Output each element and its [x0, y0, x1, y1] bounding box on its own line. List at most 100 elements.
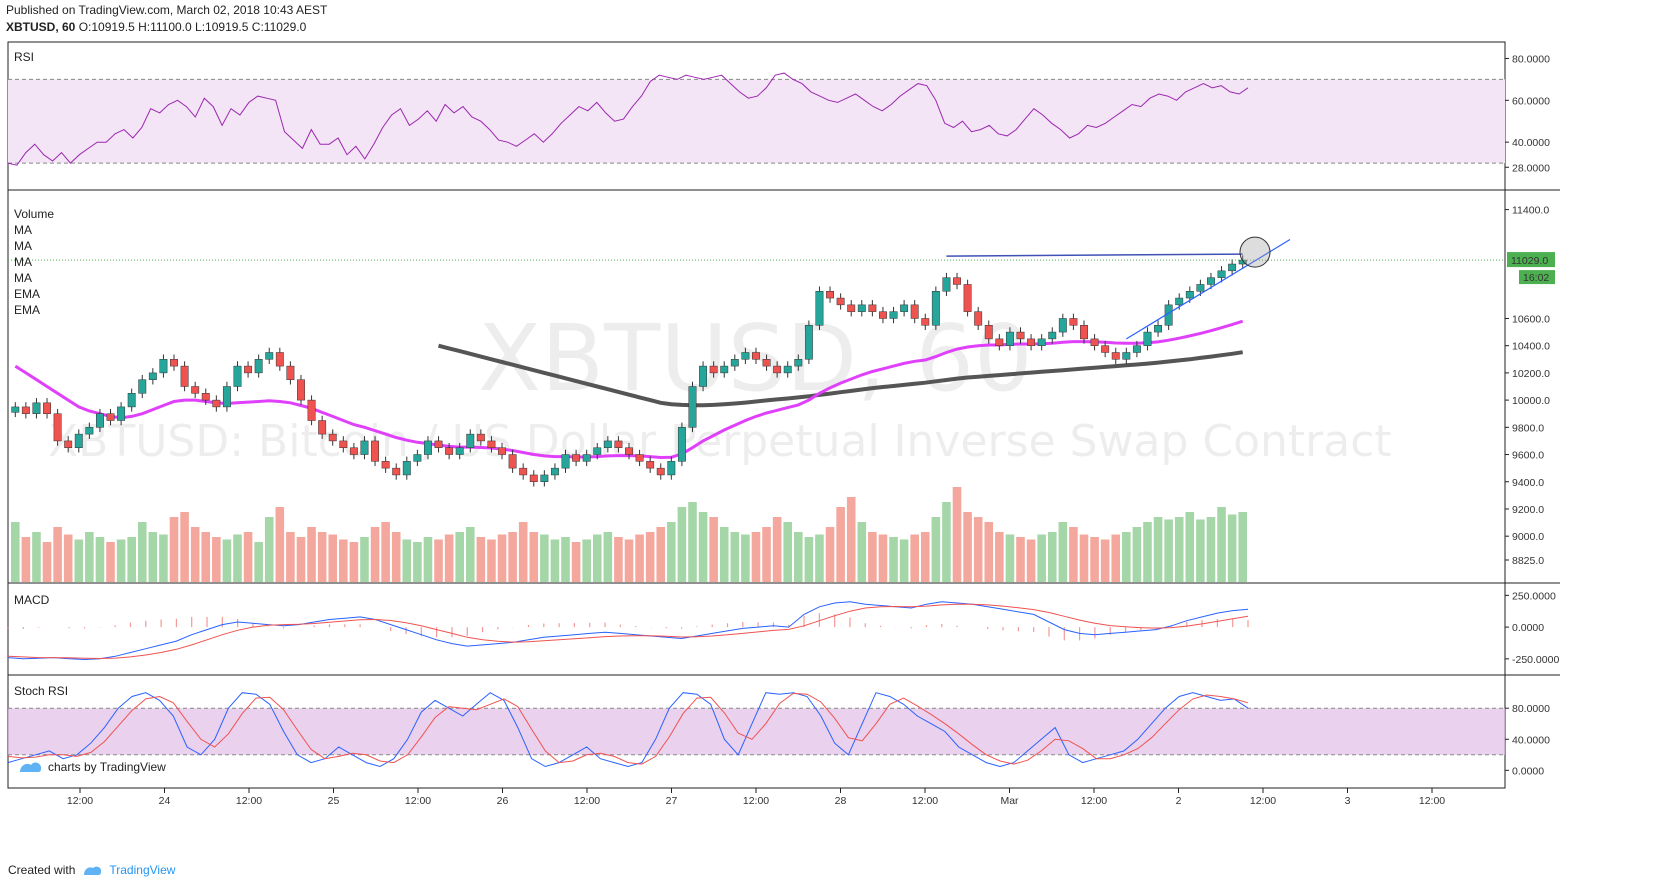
volume-bar [21, 537, 31, 582]
candle [1132, 345, 1141, 353]
stoch-d-line [7, 692, 1249, 765]
candle [878, 311, 887, 319]
volume-bar [190, 527, 200, 582]
x-tick-label: 12:00 [574, 795, 600, 807]
candle [328, 433, 337, 442]
volume-bar [32, 532, 41, 582]
candle [275, 352, 284, 367]
indicator-legend-item: MA [14, 271, 32, 285]
candle [1207, 277, 1215, 285]
candle [74, 433, 83, 448]
candle [1143, 331, 1152, 346]
candle [963, 284, 972, 312]
candle [646, 461, 655, 469]
volume-bar [889, 537, 898, 582]
stoch-title: Stoch RSI [14, 684, 68, 698]
candle [32, 402, 41, 414]
x-tick-label: 24 [159, 795, 171, 807]
candle [254, 359, 263, 374]
volume-bar [709, 517, 718, 582]
volume-bar [624, 539, 634, 582]
volume-bar [1016, 537, 1025, 582]
volume-bar [1047, 532, 1057, 582]
volume-bar [487, 539, 496, 582]
candle [85, 427, 94, 435]
x-tick-label: 12:00 [1081, 795, 1107, 807]
volume-bar [212, 537, 221, 582]
macd-line [7, 601, 1249, 661]
stoch-band [8, 708, 1505, 755]
last-price-tag [1507, 252, 1555, 268]
y-tick-label: 9600.0 [1512, 450, 1544, 462]
volume-bar [751, 532, 761, 582]
volume-bar [275, 507, 285, 582]
candle [1005, 331, 1014, 346]
candle [476, 433, 485, 442]
volume-bar [984, 522, 994, 582]
volume-bar [995, 532, 1004, 582]
volume-bar [741, 534, 750, 582]
x-tick-label: 12:00 [912, 795, 938, 807]
candle [1196, 284, 1205, 292]
candle [466, 433, 475, 448]
y-tick-label: 80.0000 [1512, 703, 1550, 715]
volume-bar [328, 534, 338, 582]
volume-bar [952, 487, 962, 582]
candle [910, 304, 919, 319]
volume-bar [1206, 517, 1216, 582]
candle [106, 413, 115, 421]
candle [381, 461, 390, 469]
high-value: H:11100.0 [138, 20, 192, 34]
candle [360, 440, 369, 455]
y-tick-label: 0.0000 [1512, 622, 1544, 634]
candle [540, 474, 549, 483]
volume-bar [95, 537, 105, 582]
candle [572, 454, 581, 462]
volume-bar [63, 534, 73, 582]
volume-bar [762, 527, 771, 582]
candle [11, 406, 20, 413]
volume-bar [698, 512, 708, 582]
candle [603, 440, 612, 448]
candle [889, 311, 898, 319]
volume-bar [592, 534, 602, 582]
volume-bar [222, 539, 232, 582]
x-tick-label: 12:00 [743, 795, 769, 807]
stoch-k-line [7, 692, 1249, 768]
volume-bar [719, 527, 729, 582]
volume-bar [391, 532, 401, 582]
candle [307, 399, 316, 421]
volume-bar [381, 522, 390, 582]
volume-bar [42, 542, 52, 582]
volume-bar [339, 539, 348, 582]
volume-bar [106, 542, 115, 582]
candle [402, 461, 411, 476]
resistance-trendline [946, 253, 1243, 257]
volume-bar [1090, 537, 1099, 582]
volume-bar [1132, 527, 1142, 582]
candle [159, 359, 168, 374]
rsi-title: RSI [14, 50, 34, 64]
slow-ma-line [438, 343, 1243, 408]
volume-bar [1058, 522, 1068, 582]
signal-line [7, 603, 1249, 660]
volume-bar [571, 542, 581, 582]
volume-bar [963, 512, 972, 582]
volume-bar [857, 522, 867, 582]
candle [318, 420, 327, 435]
y-tick-label: 40.0000 [1512, 137, 1550, 149]
volume-bar [1100, 539, 1110, 582]
volume-bar [1143, 522, 1152, 582]
volume-bar [159, 534, 168, 582]
tradingview-brand[interactable]: TradingView [109, 863, 176, 877]
y-tick-label: 10400.0 [1512, 341, 1550, 353]
highlight-circle [1239, 236, 1271, 268]
volume-bar [688, 502, 697, 582]
x-tick-label: 25 [328, 795, 340, 807]
x-tick-label: 27 [666, 795, 678, 807]
volume-bar [296, 537, 306, 582]
volume-bar [127, 537, 136, 582]
volume-bar [254, 542, 263, 582]
volume-bar [1164, 519, 1173, 582]
